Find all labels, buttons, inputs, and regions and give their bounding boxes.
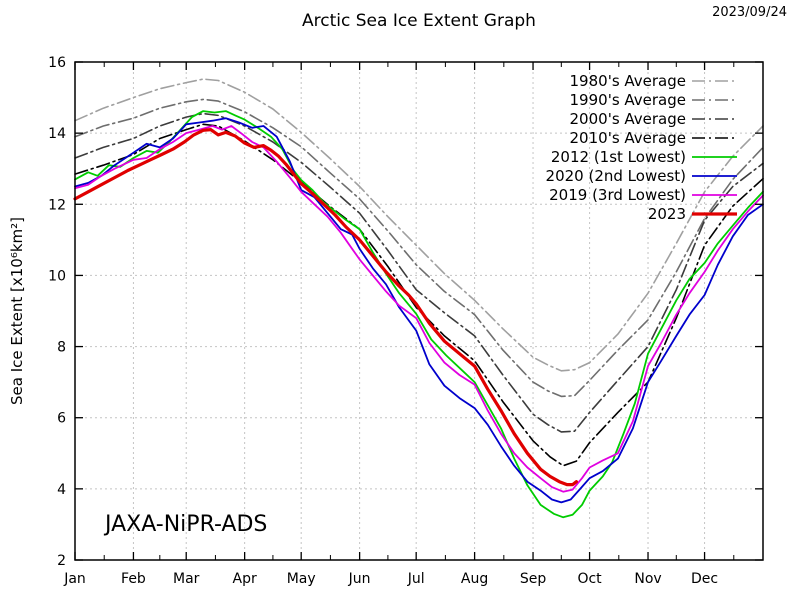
legend-label: 1990's Average <box>570 91 686 109</box>
legend-label: 2010's Average <box>570 129 686 147</box>
plot-border <box>74 61 764 561</box>
series-line-2023 <box>73 128 579 487</box>
y-tick-label: 4 <box>57 482 66 498</box>
chart-title: Arctic Sea Ice Extent Graph <box>302 11 536 31</box>
series-line-2020-2nd-lowest- <box>74 117 764 504</box>
series-line-2019-3rd-lowest- <box>74 125 764 493</box>
x-tick-label: Mar <box>173 571 200 587</box>
x-tick-label: Nov <box>634 571 661 587</box>
x-tick-label: Apr <box>233 571 257 587</box>
legend-label: 2012 (1st Lowest) <box>551 148 686 166</box>
grid-layer <box>75 62 763 560</box>
y-tick-label: 12 <box>48 197 66 213</box>
series-line-1990-s-average <box>74 98 764 398</box>
legend-label: 2000's Average <box>570 110 686 128</box>
legend-label: 1980's Average <box>570 72 686 90</box>
axis-layer: 2 4 6 8 10 12 14 16 Jan Feb Mar Apr May Jun Jul Aug Sep O… <box>48 55 764 587</box>
y-tick-label: 10 <box>48 268 66 284</box>
x-tick-label: Dec <box>691 571 718 587</box>
x-tick-label: Sep <box>520 571 547 587</box>
y-tick-label: 14 <box>48 126 66 142</box>
x-tick-label: Jan <box>63 571 86 587</box>
series-line-1980-s-average <box>74 78 764 372</box>
y-axis-label: Sea Ice Extent [x10⁶km²] <box>8 217 26 405</box>
x-tick-label: Oct <box>577 571 602 587</box>
watermark: JAXA-NiPR-ADS <box>103 512 267 537</box>
x-tick-label: Jul <box>407 571 425 587</box>
x-tick-label: Aug <box>461 571 488 587</box>
legend-label: 2019 (3rd Lowest) <box>549 186 686 204</box>
x-tick-label: Jun <box>348 571 371 587</box>
date-label: 2023/09/24 <box>712 5 787 20</box>
x-tick-label: Feb <box>121 571 146 587</box>
series-line-2010-s-average <box>74 123 764 467</box>
legend-label: 2020 (2nd Lowest) <box>546 167 686 185</box>
legend-label: 2023 <box>648 205 686 223</box>
series-layer <box>73 78 764 519</box>
y-tick-label: 16 <box>48 55 66 71</box>
y-tick-label: 8 <box>57 340 66 356</box>
x-tick-label: May <box>287 571 316 587</box>
y-tick-label: 2 <box>57 553 66 569</box>
y-tick-label: 6 <box>57 411 66 427</box>
